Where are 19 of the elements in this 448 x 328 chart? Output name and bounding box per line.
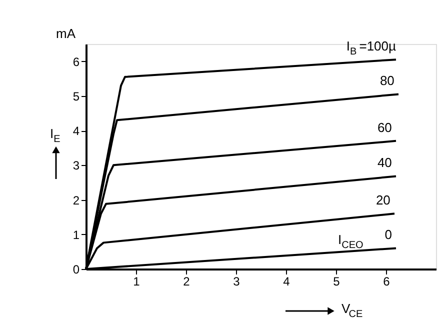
series-label: 0 bbox=[384, 227, 392, 242]
x-tick-label: 2 bbox=[183, 274, 190, 288]
x-tick-label: 3 bbox=[233, 274, 240, 288]
x-tick-label: 4 bbox=[283, 274, 290, 288]
y-tick-label: 3 bbox=[72, 158, 80, 173]
y-tick-label: 2 bbox=[72, 193, 80, 208]
x-tick-label: 1 bbox=[133, 274, 140, 288]
series-label: 80 bbox=[380, 73, 394, 88]
y-tick-label: 0 bbox=[72, 262, 80, 276]
y-tick-label: 5 bbox=[72, 89, 80, 104]
y-tick-label: 6 bbox=[72, 54, 80, 69]
text: mA bbox=[56, 26, 76, 41]
x-tick-label: 5 bbox=[333, 274, 340, 288]
series-label: 60 bbox=[377, 120, 392, 135]
series-label: 40 bbox=[377, 155, 392, 170]
x-tick-label: 6 bbox=[383, 274, 390, 288]
y-tick-label: 4 bbox=[72, 124, 80, 138]
y-tick-label: 1 bbox=[72, 228, 80, 242]
series-label: 20 bbox=[376, 192, 390, 208]
